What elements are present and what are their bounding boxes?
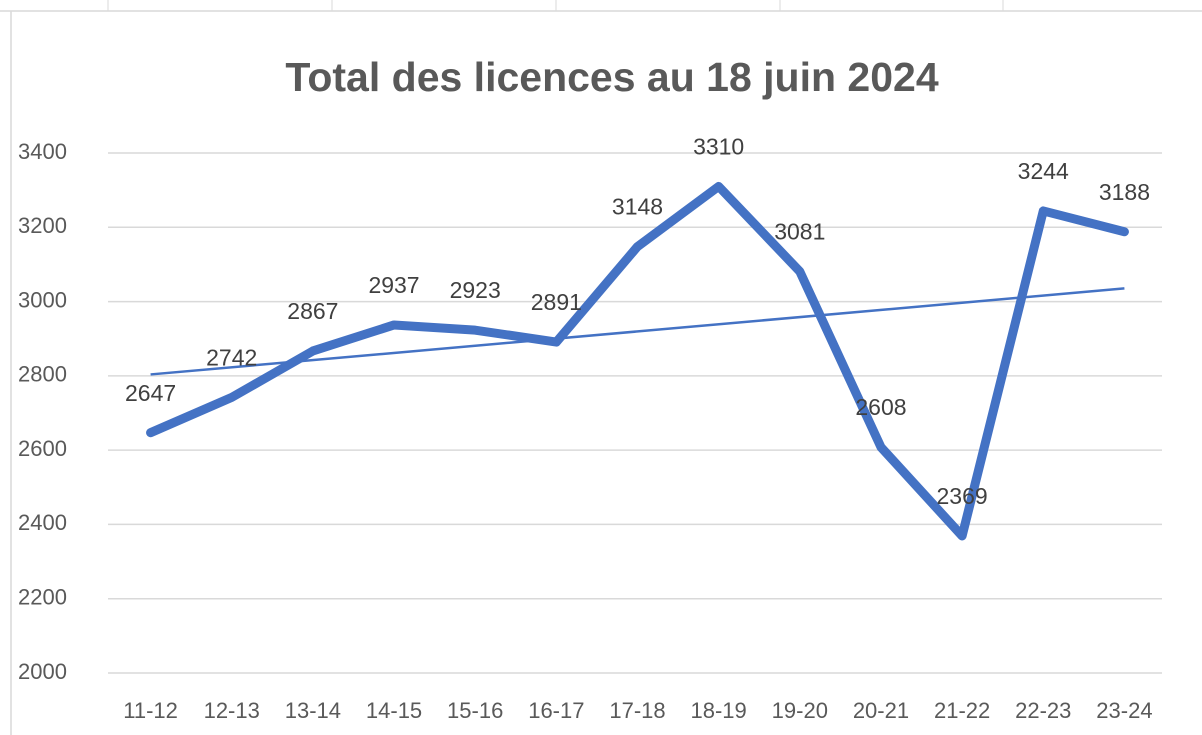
data-label: 3244 [1018, 158, 1069, 184]
data-label: 2923 [450, 277, 501, 303]
x-tick-label: 23-24 [1096, 698, 1152, 723]
plot-area: 2000 2200 2400 2600 2800 3000 3200 3400 11-12 12-… [18, 134, 1162, 723]
x-tick-label: 16-17 [528, 698, 584, 723]
data-label: 2369 [937, 483, 988, 509]
y-tick-label: 2600 [18, 436, 67, 461]
y-tick-label: 3400 [18, 139, 67, 164]
x-tick-label: 17-18 [609, 698, 665, 723]
chart-title: Total des licences au 18 juin 2024 [285, 54, 938, 100]
data-label: 2647 [125, 380, 176, 406]
y-tick-label: 2400 [18, 510, 67, 535]
data-label: 3148 [612, 194, 663, 220]
y-tick-label: 3000 [18, 287, 67, 312]
data-label: 2867 [287, 298, 338, 324]
y-tick-label: 3200 [18, 213, 67, 238]
y-tick-label: 2200 [18, 585, 67, 610]
y-tick-label: 2800 [18, 362, 67, 387]
line-series [146, 181, 1129, 541]
data-label: 3081 [774, 219, 825, 245]
data-label: 3310 [693, 134, 744, 160]
x-tick-label: 13-14 [285, 698, 341, 723]
data-label: 3188 [1099, 179, 1150, 205]
x-tick-label: 18-19 [691, 698, 747, 723]
x-tick-label: 20-21 [853, 698, 909, 723]
x-tick-label: 11-12 [123, 698, 178, 723]
data-label: 2891 [531, 289, 582, 315]
x-tick-label: 21-22 [934, 698, 990, 723]
x-tick-label: 14-15 [366, 698, 422, 723]
data-label: 2937 [368, 272, 419, 298]
x-tick-label: 22-23 [1015, 698, 1071, 723]
x-tick-label: 19-20 [772, 698, 828, 723]
data-label: 2742 [206, 344, 257, 370]
trendline [150, 287, 1125, 376]
x-tick-label: 12-13 [204, 698, 260, 723]
x-tick-label: 15-16 [447, 698, 503, 723]
data-label: 2608 [855, 394, 906, 420]
y-tick-label: 2000 [18, 659, 67, 684]
